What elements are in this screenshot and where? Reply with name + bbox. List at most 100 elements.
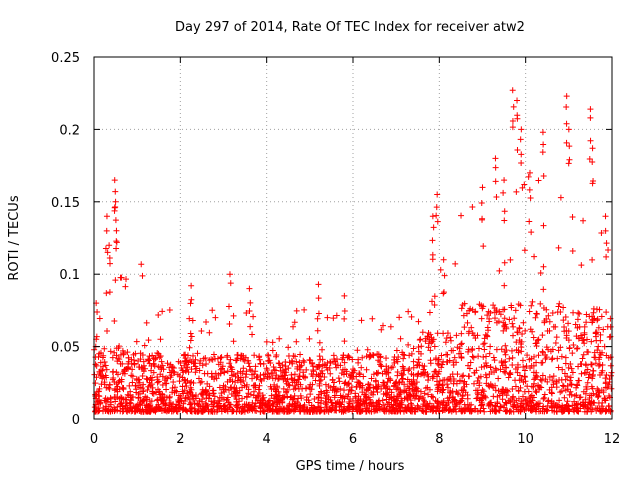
data-point: [370, 371, 377, 378]
data-point: [263, 338, 270, 345]
data-point: [449, 395, 456, 402]
x-tick-label: 0: [90, 432, 98, 447]
data-point: [143, 408, 150, 415]
data-point: [412, 386, 419, 393]
data-point: [315, 281, 322, 288]
data-point: [415, 356, 422, 363]
data-point: [478, 200, 485, 207]
data-point: [497, 403, 504, 410]
data-point: [580, 399, 587, 406]
data-point: [143, 375, 150, 382]
data-point: [126, 400, 133, 407]
data-point: [588, 338, 595, 345]
data-point: [424, 333, 431, 340]
data-point: [406, 406, 413, 413]
data-point: [307, 357, 314, 364]
data-point: [521, 407, 528, 414]
data-point: [415, 318, 422, 325]
data-point: [407, 400, 414, 407]
data-point: [429, 375, 436, 382]
data-point: [495, 375, 502, 382]
data-point: [396, 314, 403, 321]
data-point: [127, 388, 134, 395]
data-point: [425, 377, 432, 384]
data-point: [574, 382, 581, 389]
data-point: [282, 372, 289, 379]
data-point: [118, 399, 125, 406]
data-point: [285, 353, 292, 360]
data-point: [501, 348, 508, 355]
data-point: [589, 158, 596, 165]
data-point: [326, 365, 333, 372]
data-point: [385, 365, 392, 372]
data-point: [247, 299, 254, 306]
data-point: [264, 367, 271, 374]
data-point: [279, 394, 286, 401]
data-point: [146, 403, 153, 410]
data-point: [140, 397, 147, 404]
data-point: [106, 289, 113, 296]
data-point: [408, 313, 415, 320]
data-point: [119, 405, 126, 412]
data-point: [399, 376, 406, 383]
data-point: [349, 397, 356, 404]
data-point: [190, 396, 197, 403]
data-point: [446, 394, 453, 401]
data-point: [501, 217, 508, 224]
data-point: [570, 309, 577, 316]
data-point: [493, 193, 500, 200]
data-point: [510, 332, 517, 339]
data-point: [378, 363, 385, 370]
data-point: [269, 347, 276, 354]
data-point: [468, 407, 475, 414]
data-point: [419, 370, 426, 377]
data-point: [256, 382, 263, 389]
data-point: [492, 155, 499, 162]
data-point: [340, 371, 347, 378]
data-point: [225, 399, 232, 406]
data-point: [584, 366, 591, 373]
data-point: [111, 317, 118, 324]
data-point: [156, 354, 163, 361]
data-point: [607, 407, 614, 414]
data-point: [206, 329, 213, 336]
data-point: [227, 280, 234, 287]
data-point: [220, 396, 227, 403]
data-point: [135, 394, 142, 401]
data-point: [596, 354, 603, 361]
data-point: [435, 370, 442, 377]
data-point: [483, 332, 490, 339]
data-point: [523, 363, 530, 370]
data-point: [549, 309, 556, 316]
data-point: [103, 290, 110, 297]
data-point: [375, 398, 382, 405]
data-point: [180, 400, 187, 407]
data-point: [589, 313, 596, 320]
data-point: [574, 316, 581, 323]
data-point: [370, 384, 377, 391]
data-point: [556, 300, 563, 307]
data-point: [514, 115, 521, 122]
data-point: [607, 323, 614, 330]
data-point: [194, 400, 201, 407]
data-point: [480, 243, 487, 250]
data-point: [496, 267, 503, 274]
data-point: [509, 354, 516, 361]
data-point: [277, 367, 284, 374]
data-point: [518, 126, 525, 133]
data-point: [501, 368, 508, 375]
data-point: [286, 400, 293, 407]
data-point: [366, 354, 373, 361]
data-point: [387, 376, 394, 383]
data-point: [539, 149, 546, 156]
data-point: [403, 389, 410, 396]
data-point: [300, 373, 307, 380]
data-point: [455, 391, 462, 398]
data-point: [502, 358, 509, 365]
data-point: [297, 351, 304, 358]
data-point: [477, 373, 484, 380]
data-point: [542, 376, 549, 383]
data-point: [165, 406, 172, 413]
data-point: [104, 328, 111, 335]
